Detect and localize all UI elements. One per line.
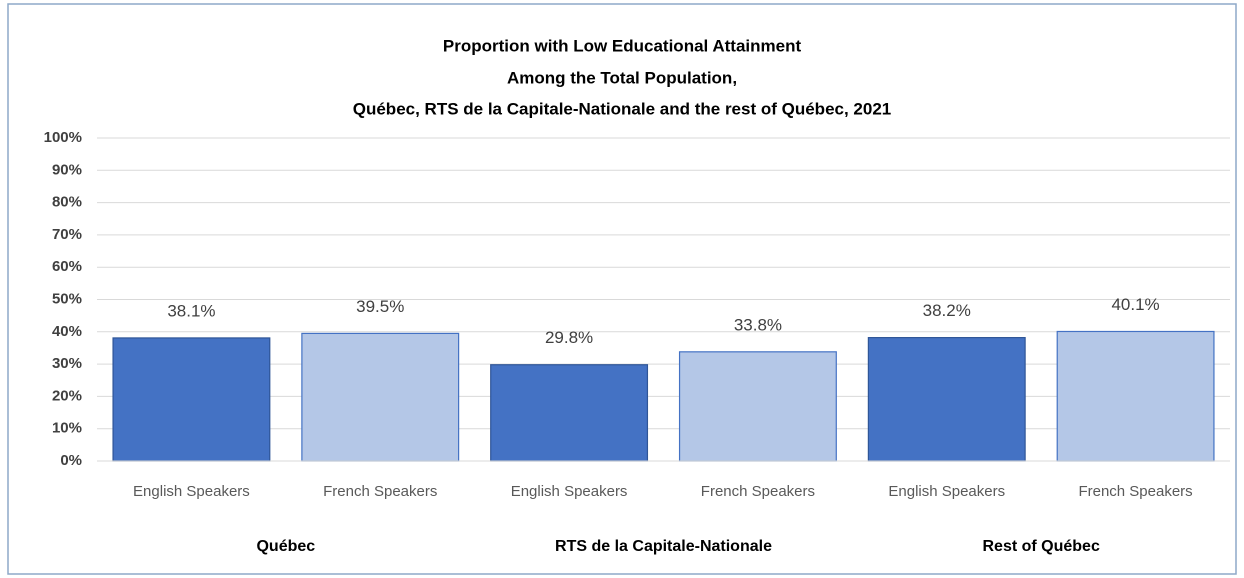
chart-title: Québec, RTS de la Capitale-Nationale and… (353, 99, 892, 118)
y-tick-label: 0% (60, 452, 82, 469)
y-tick-label: 40% (52, 323, 82, 340)
group-label: RTS de la Capitale-Nationale (555, 538, 772, 555)
data-label: 33.8% (734, 315, 782, 334)
y-tick-label: 10% (52, 420, 82, 437)
chart-title: Proportion with Low Educational Attainme… (443, 36, 802, 55)
y-tick-label: 50% (52, 290, 82, 307)
bar (490, 364, 649, 462)
group-label: Rest of Québec (982, 538, 1099, 555)
data-label: 29.8% (545, 328, 593, 347)
x-tick-label: English Speakers (133, 483, 250, 500)
chart-frame (7, 3, 1237, 575)
y-tick-label: 30% (52, 355, 82, 372)
data-label: 40.1% (1111, 295, 1159, 314)
y-tick-label: 70% (52, 226, 82, 243)
data-label: 38.2% (923, 301, 971, 320)
x-tick-label: English Speakers (888, 483, 1005, 500)
x-tick-label: French Speakers (701, 483, 815, 500)
bar (678, 351, 837, 462)
bar (1056, 330, 1215, 462)
data-label: 39.5% (356, 297, 404, 316)
y-tick-label: 80% (52, 194, 82, 211)
data-label: 38.1% (167, 301, 215, 320)
y-tick-label: 90% (52, 161, 82, 178)
bar (112, 337, 271, 462)
x-tick-label: French Speakers (323, 483, 437, 500)
y-tick-label: 60% (52, 258, 82, 275)
chart-title: Among the Total Population, (507, 68, 737, 87)
bar (867, 337, 1026, 462)
group-label: Québec (256, 538, 315, 555)
y-tick-label: 20% (52, 387, 82, 404)
x-tick-label: French Speakers (1078, 483, 1192, 500)
bar (301, 332, 460, 462)
y-tick-label: 100% (44, 129, 82, 146)
x-tick-label: English Speakers (511, 483, 628, 500)
